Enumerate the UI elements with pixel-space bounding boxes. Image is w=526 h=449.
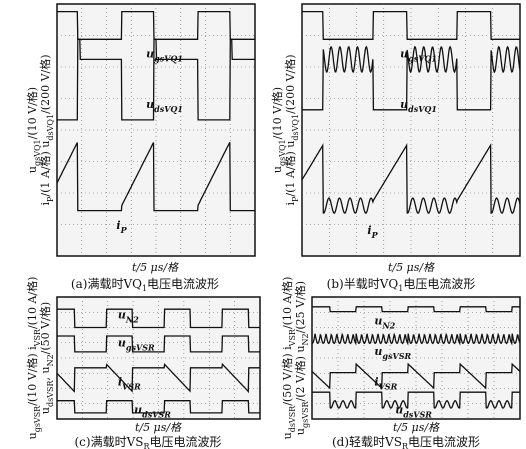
y-axis-label-part: gsVSR bbox=[301, 401, 310, 428]
caption-part: (a)满载时VQ bbox=[71, 277, 142, 291]
y-axis-label: iP/(1 A/格) udsVQ1/(200 V/格) bbox=[38, 54, 55, 205]
trace-label-part: VSR bbox=[122, 381, 141, 391]
y-axis-label-part: u bbox=[294, 428, 307, 435]
caption: (b)半载时VQ1电压电流波形 bbox=[327, 277, 476, 293]
y-axis-label-part: /(1 A/格) u bbox=[38, 141, 52, 197]
y-axis-label-part: u bbox=[281, 432, 294, 439]
y-axis-label-part: dsVSR bbox=[46, 380, 55, 407]
caption-part: 电压电流波形 bbox=[408, 435, 480, 449]
y-axis-label-part: /(10 A/格) bbox=[25, 277, 39, 329]
caption: (d)轻载时VSR电压电流波形 bbox=[332, 435, 480, 449]
trace-label-part: N2 bbox=[125, 314, 139, 324]
trace-label-part: P bbox=[120, 225, 128, 235]
trace-label-part: u bbox=[118, 336, 126, 349]
y-axis-label-part: /(10 V/格) bbox=[270, 87, 284, 139]
caption-part: (b)半载时VQ bbox=[327, 277, 399, 291]
caption-part: 电压电流波形 bbox=[150, 435, 222, 449]
y-axis-label-part: /(200 V/格) bbox=[283, 54, 297, 113]
y-axis-label-part: , u bbox=[39, 366, 52, 380]
caption-part: (d)轻载时VS bbox=[332, 435, 402, 449]
y-axis-label-part: /(50 V/格) i bbox=[280, 346, 294, 406]
trace-label-part: u bbox=[118, 308, 126, 321]
y-axis-label-part: /(2 V/格) u bbox=[293, 345, 307, 401]
trace-label-part: u bbox=[146, 47, 154, 60]
trace-label-part: VSR bbox=[379, 381, 398, 391]
caption-part: 电压电流波形 bbox=[403, 277, 475, 291]
trace-label-part: gsVQ1 bbox=[154, 53, 183, 63]
y-axis-label-part: dsVQ1 bbox=[291, 114, 300, 141]
caption-part: 电压电流波形 bbox=[147, 277, 219, 291]
y-axis-label-part: /(10 V/格) bbox=[25, 87, 39, 139]
y-axis-label-part: dsVQ1 bbox=[46, 114, 55, 141]
trace-label-part: gsVQ1 bbox=[408, 53, 437, 63]
trace-label-part: u bbox=[374, 345, 382, 358]
trace-label-part: dsVQ1 bbox=[408, 104, 437, 114]
x-axis-label: t/5 μs/格 bbox=[393, 421, 440, 434]
figure: ugsVQ1udsVQ1iPugsVQ1/(10 V/格)iP/(1 A/格) … bbox=[0, 0, 526, 449]
y-axis-label-part: /(25 V/格) bbox=[293, 281, 307, 333]
y-axis-label: iP/(1 A/格) udsVQ1/(200 V/格) bbox=[283, 54, 300, 205]
trace-label-part: u bbox=[134, 403, 142, 416]
y-axis-label-part: /(200 V/格) bbox=[38, 54, 52, 113]
y-axis-label-part: N2 bbox=[301, 333, 310, 345]
trace-label-part: u bbox=[395, 403, 403, 416]
x-axis-label: t/5 μs/格 bbox=[132, 261, 179, 274]
y-axis-label: udsVSR, uN2/(50 V/格) bbox=[38, 302, 55, 414]
trace-label-part: u bbox=[374, 314, 382, 327]
y-axis-label-part: N2 bbox=[46, 354, 55, 366]
caption: (c)满载时VSR电压电流波形 bbox=[74, 435, 221, 449]
trace-label-part: u bbox=[400, 98, 408, 111]
y-axis-label-part: u bbox=[39, 407, 52, 414]
y-axis-label-part: u bbox=[271, 166, 284, 173]
trace-label-part: dsVQ1 bbox=[154, 104, 183, 114]
x-axis-label: t/5 μs/格 bbox=[388, 261, 435, 274]
trace-label-part: N2 bbox=[381, 320, 395, 330]
x-axis-label: t/5 μs/格 bbox=[135, 421, 182, 434]
y-axis-label-part: u bbox=[26, 166, 39, 173]
trace-label-part: gsVSR bbox=[126, 342, 155, 352]
trace-label-part: u bbox=[146, 98, 154, 111]
caption: (a)满载时VQ1电压电流波形 bbox=[71, 277, 219, 293]
caption-part: (c)满载时VS bbox=[74, 435, 143, 449]
y-axis-label-part: /(10 V/格) i bbox=[25, 346, 39, 406]
y-axis-label-part: /(1 A/格) u bbox=[283, 141, 297, 197]
trace-label-part: u bbox=[400, 47, 408, 60]
y-axis-label-part: /(50 V/格) bbox=[38, 302, 52, 354]
y-axis-label-part: u bbox=[26, 432, 39, 439]
trace-label-part: dsVSR bbox=[403, 409, 432, 419]
trace-label-part: gsVSR bbox=[382, 351, 411, 361]
trace-label-part: P bbox=[371, 230, 379, 240]
trace-label-part: dsVSR bbox=[142, 409, 171, 419]
y-axis-label-part: /(10 A/格) bbox=[280, 277, 294, 329]
